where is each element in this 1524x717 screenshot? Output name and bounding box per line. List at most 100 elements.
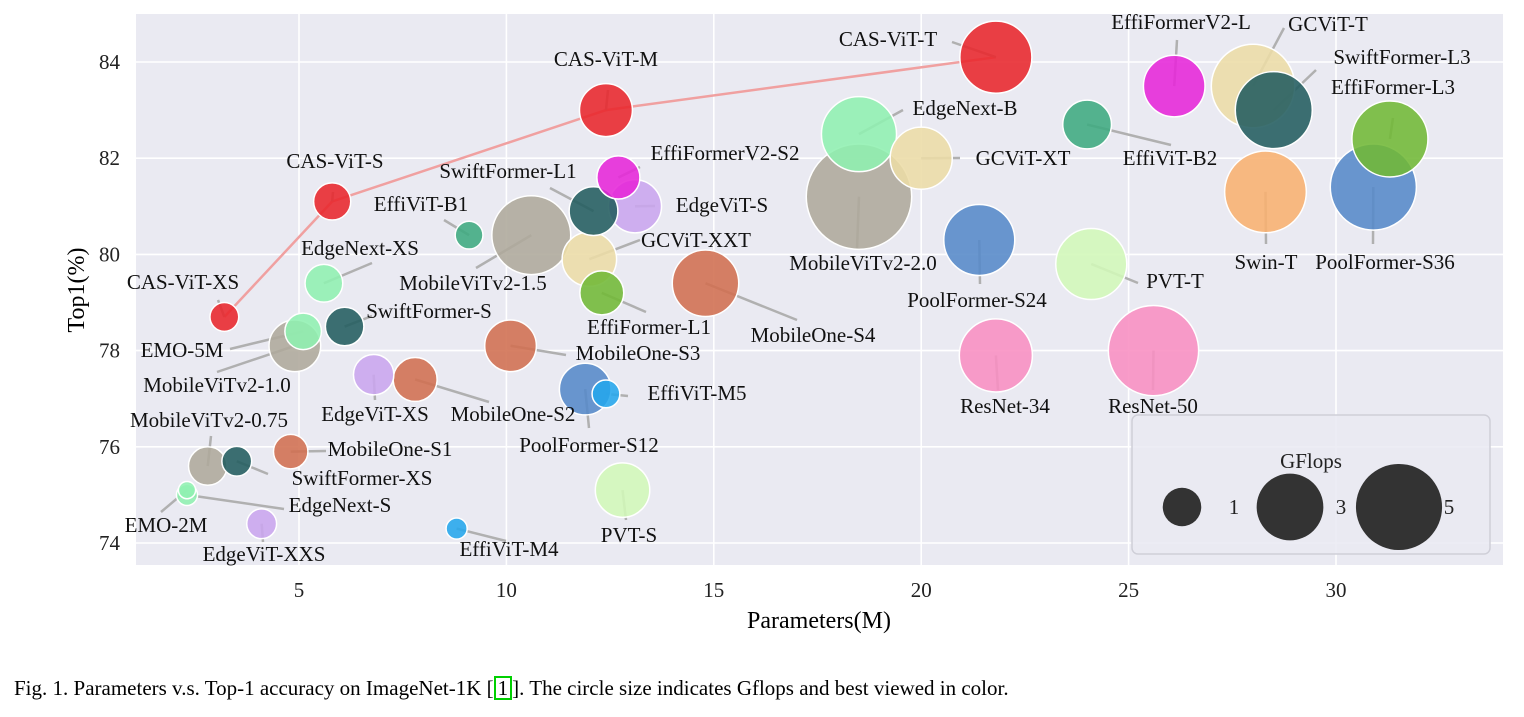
- legend-label-1: 1: [1229, 495, 1240, 519]
- label-edgenext-b: EdgeNext-B: [913, 96, 1018, 120]
- label-emo-2m: EMO-2M: [125, 513, 208, 537]
- label-pvt-t: PVT-T: [1146, 269, 1204, 293]
- point-cas-vit-xs: [209, 301, 240, 333]
- point-pvt-s: [594, 462, 651, 519]
- label-mobileone-s1: MobileOne-S1: [328, 437, 453, 461]
- x-tick-label: 30: [1326, 578, 1347, 602]
- y-tick-label: 74: [99, 531, 121, 555]
- label-swiftformer-s: SwiftFormer-S: [366, 299, 492, 323]
- point-effiformer-l3: [1351, 100, 1429, 178]
- point-effiformerv2-l: [1142, 54, 1206, 118]
- point-mobileone-s1: [272, 433, 309, 470]
- pareto-line: [223, 55, 997, 318]
- pareto-polyline: [223, 55, 997, 318]
- label-edgevit-s: EdgeViT-S: [676, 193, 768, 217]
- point-swiftformer-s: [324, 306, 365, 347]
- label-effivit-b1: EffiViT-B1: [374, 192, 468, 216]
- label-edgevit-xs: EdgeViT-XS: [321, 402, 429, 426]
- x-axis-label: Parameters(M): [747, 608, 891, 634]
- label-cas-vit-s: CAS-ViT-S: [286, 149, 383, 173]
- label-effiformer-l3: EffiFormer-L3: [1331, 75, 1455, 99]
- label-gcvit-xt: GCViT-XT: [976, 146, 1071, 170]
- legend-marker-1: [1162, 487, 1202, 527]
- point-mobileone-s2: [392, 356, 438, 403]
- x-tick-label: 20: [911, 578, 932, 602]
- label-gcvit-xxt: GCViT-XXT: [641, 228, 751, 252]
- label-effivit-b2: EffiViT-B2: [1123, 146, 1217, 170]
- label-mobileone-s4: MobileOne-S4: [751, 323, 876, 347]
- x-tick-label: 25: [1118, 578, 1139, 602]
- point-effiformer-l1: [579, 270, 625, 316]
- point-poolformer-s24: [943, 203, 1016, 277]
- legend-label-3: 3: [1336, 495, 1347, 519]
- data-labels: CAS-ViT-XS CAS-ViT-S CAS-ViT-M CAS-ViT-T Eff…: [125, 10, 1471, 566]
- label-mobileone-s3: MobileOne-S3: [576, 341, 701, 365]
- y-tick-label: 80: [99, 242, 120, 266]
- label-poolformer-s36: PoolFormer-S36: [1315, 250, 1455, 274]
- axis-ticks: 5 10 15 20 25 30 74 76 78 80 82 84: [99, 50, 1347, 602]
- point-pvt-t: [1055, 227, 1128, 301]
- leader-edgenext-s: [186, 493, 285, 511]
- y-tick-label: 78: [99, 339, 120, 363]
- caption-suffix: ]. The circle size indicates Gflops and …: [512, 676, 1009, 700]
- label-gcvit-t: GCViT-T: [1288, 12, 1368, 36]
- point-gcvit-xt: [889, 126, 953, 190]
- point-emo-2m: [177, 480, 197, 500]
- legend-marker-5: [1355, 463, 1443, 551]
- caption-prefix: Fig. 1. Parameters v.s. Top-1 accuracy o…: [14, 676, 494, 700]
- point-mobilevitv2-0-75: [187, 446, 228, 487]
- legend-title: GFlops: [1280, 449, 1342, 473]
- label-edgevit-xxs: EdgeViT-XXS: [203, 542, 326, 566]
- point-mobilevitv2-1-5: [491, 194, 572, 276]
- label-cas-vit-m: CAS-ViT-M: [554, 47, 658, 71]
- label-pvt-s: PVT-S: [601, 523, 657, 547]
- label-swiftformer-l3: SwiftFormer-L3: [1333, 45, 1470, 69]
- legend-marker-3: [1256, 473, 1324, 541]
- label-effivit-m4: EffiViT-M4: [459, 537, 559, 561]
- label-mobilevitv2-1-5: MobileViTv2-1.5: [399, 271, 546, 295]
- label-effiformerv2-s2: EffiFormerV2-S2: [651, 141, 800, 165]
- label-resnet-50: ResNet-50: [1108, 394, 1198, 418]
- x-tick-label: 15: [703, 578, 724, 602]
- label-emo-5m: EMO-5M: [141, 338, 224, 362]
- label-swiftformer-xs: SwiftFormer-XS: [292, 466, 433, 490]
- label-poolformer-s24: PoolFormer-S24: [907, 288, 1047, 312]
- point-swiftformer-xs: [221, 445, 253, 477]
- point-cas-vit-m: [578, 82, 634, 138]
- x-tick-label: 5: [294, 578, 305, 602]
- label-effivit-m5: EffiViT-M5: [647, 381, 746, 405]
- label-mobileone-s2: MobileOne-S2: [451, 402, 576, 426]
- caption-reference-link[interactable]: 1: [493, 676, 513, 700]
- label-mobilevitv2-1-0: MobileViTv2-1.0: [143, 373, 290, 397]
- point-edgenext-xs: [304, 263, 344, 303]
- label-swiftformer-l1: SwiftFormer-L1: [439, 159, 576, 183]
- point-swiftformer-l3: [1234, 70, 1314, 150]
- point-swiftformer-l1: [568, 186, 619, 237]
- point-edgenext-b: [820, 95, 898, 173]
- point-effivit-m5: [591, 379, 621, 409]
- point-mobileone-s3: [483, 319, 538, 373]
- figure-caption: Fig. 1. Parameters v.s. Top-1 accuracy o…: [14, 676, 1009, 701]
- point-effivit-b2: [1062, 99, 1113, 150]
- point-effiformerv2-s2: [596, 155, 641, 200]
- label-effiformer-l1: EffiFormer-L1: [587, 315, 711, 339]
- label-edgenext-s: EdgeNext-S: [289, 493, 392, 517]
- point-effivit-m4: [445, 517, 468, 540]
- label-cas-vit-xs: CAS-ViT-XS: [127, 270, 239, 294]
- label-edgenext-xs: EdgeNext-XS: [301, 236, 419, 260]
- point-swin-t: [1223, 150, 1308, 234]
- y-axis-label: Top1(%): [64, 248, 90, 333]
- label-mobilevitv2-0-75: MobileViTv2-0.75: [130, 408, 288, 432]
- legend-label-5: 5: [1444, 495, 1455, 519]
- label-mobilevitv2-2-0: MobileViTv2-2.0: [789, 251, 936, 275]
- x-tick-label: 10: [496, 578, 517, 602]
- point-cas-vit-s: [312, 182, 352, 221]
- point-effivit-b1: [454, 220, 484, 250]
- label-swin-t: Swin-T: [1235, 250, 1298, 274]
- label-poolformer-s12: PoolFormer-S12: [519, 433, 659, 457]
- label-cas-vit-t: CAS-ViT-T: [839, 27, 937, 51]
- point-edgevit-xxs: [246, 508, 278, 540]
- gflops-legend: GFlops 1 3 5: [1131, 414, 1491, 555]
- point-mobileone-s4: [671, 249, 740, 318]
